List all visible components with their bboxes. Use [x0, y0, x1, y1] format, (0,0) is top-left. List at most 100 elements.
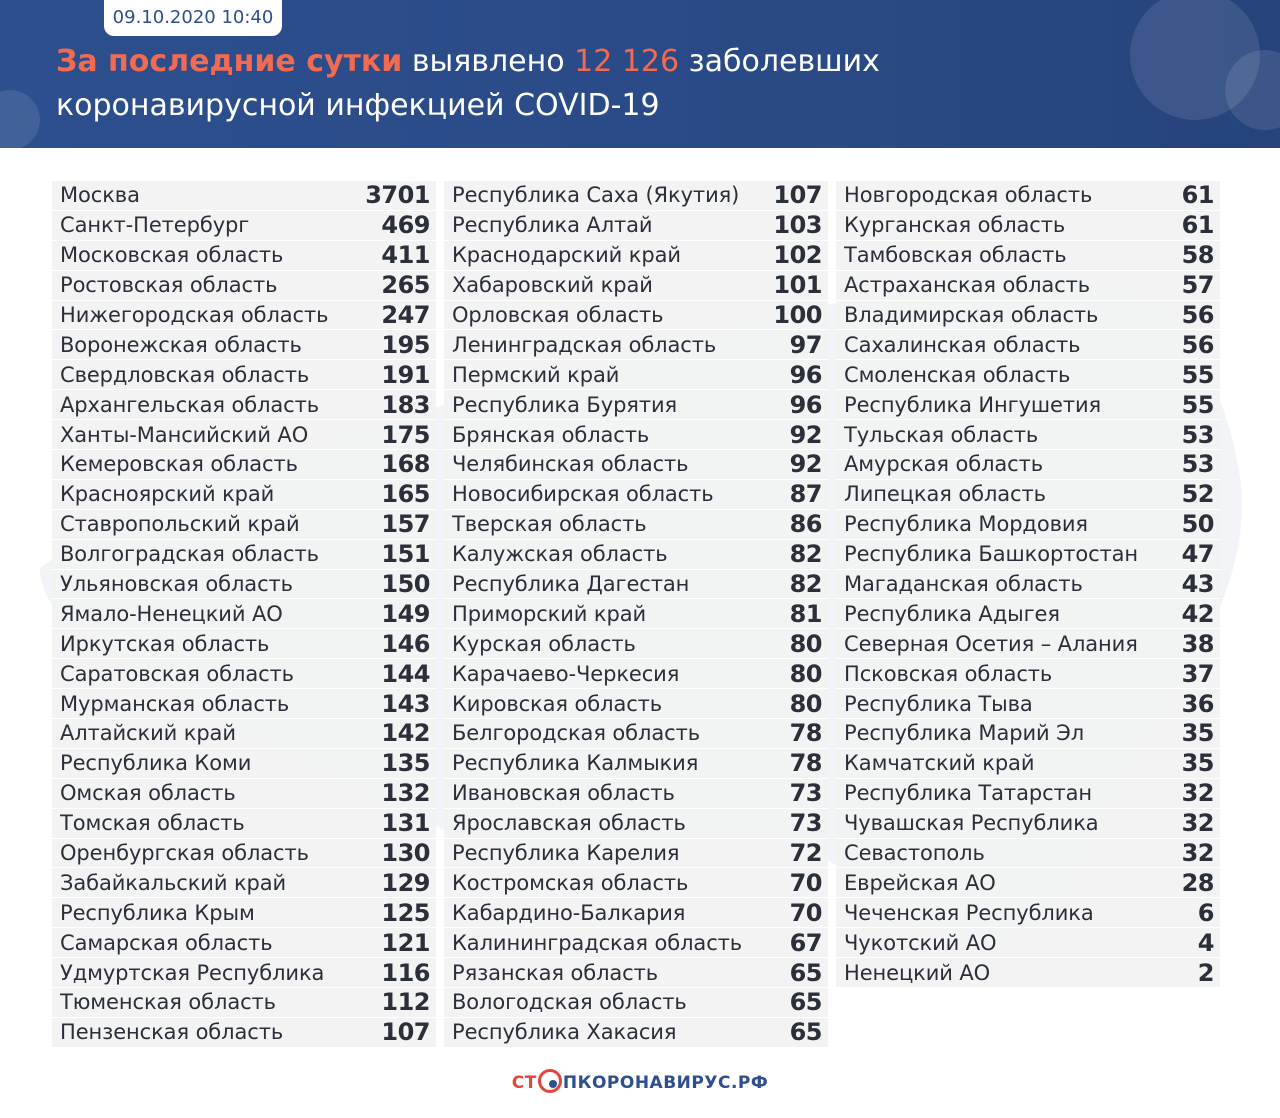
case-count: 78 — [789, 719, 823, 748]
region-name: Республика Ингушетия — [844, 392, 1102, 417]
case-count: 165 — [381, 480, 430, 509]
table-row: Республика Татарстан 32 — [836, 778, 1220, 809]
region-name: Удмуртская Республика — [60, 960, 325, 985]
case-count: 82 — [789, 570, 823, 599]
table-row: Ненецкий АО 2 — [836, 958, 1220, 989]
table-row: Новгородская область 61 — [836, 181, 1220, 211]
region-name: Волгоградская область — [60, 542, 319, 567]
case-count: 149 — [381, 599, 430, 628]
virus-decoration-icon — [1130, 0, 1260, 120]
table-row: Омская область 132 — [52, 778, 436, 809]
headline-total: 12 126 — [574, 44, 680, 79]
case-count: 36 — [1181, 689, 1215, 718]
region-name: Тюменская область — [60, 990, 276, 1015]
table-row: Республика Алтай 103 — [444, 210, 828, 241]
case-count: 58 — [1181, 241, 1215, 270]
case-count: 135 — [381, 749, 430, 778]
table-row: Забайкальский край 129 — [52, 868, 436, 899]
region-name: Белгородская область — [452, 721, 700, 746]
region-name: Республика Мордовия — [844, 512, 1088, 537]
table-row: Тюменская область 112 — [52, 988, 436, 1018]
region-name: Воронежская область — [60, 332, 302, 357]
case-count: 80 — [789, 689, 823, 718]
headline-highlight: За последние сутки — [56, 44, 403, 79]
case-count: 150 — [381, 570, 430, 599]
table-row: Ленинградская область 97 — [444, 330, 828, 361]
case-count: 143 — [381, 689, 430, 718]
regions-column-2: Республика Саха (Якутия) 107 Республика Ал… — [444, 181, 828, 1048]
case-count: 32 — [1181, 809, 1215, 838]
region-name: Калининградская область — [452, 930, 743, 955]
table-row: Белгородская область 78 — [444, 719, 828, 749]
table-row: Республика Калмыкия 78 — [444, 748, 828, 779]
table-row: Красноярский край 165 — [52, 479, 436, 510]
case-count: 107 — [773, 181, 822, 210]
case-count: 144 — [381, 659, 430, 688]
region-name: Чеченская Республика — [844, 900, 1094, 925]
case-count: 80 — [789, 629, 823, 658]
region-name: Новгородская область — [844, 183, 1093, 208]
virus-stop-icon — [537, 1069, 562, 1093]
region-name: Республика Марий Эл — [844, 721, 1085, 746]
region-name: Челябинская область — [452, 452, 689, 477]
page-title: За последние сутки выявлено 12 126 забол… — [56, 40, 1056, 128]
region-name: Чувашская Республика — [844, 811, 1099, 836]
table-row: Северная Осетия – Алания 38 — [836, 629, 1220, 660]
case-count: 65 — [789, 1018, 823, 1047]
table-row: Калининградская область 67 — [444, 928, 828, 959]
region-name: Иркутская область — [60, 631, 270, 656]
case-count: 70 — [789, 868, 823, 897]
case-count: 157 — [381, 510, 430, 539]
case-count: 80 — [789, 659, 823, 688]
case-count: 142 — [381, 719, 430, 748]
case-count: 4 — [1197, 928, 1215, 957]
region-name: Омская область — [60, 781, 236, 806]
region-name: Свердловская область — [60, 362, 310, 387]
region-name: Ханты-Мансийский АО — [60, 422, 309, 447]
region-name: Костромская область — [452, 870, 689, 895]
table-row: Кабардино-Балкария 70 — [444, 898, 828, 929]
table-row: Хабаровский край 101 — [444, 270, 828, 301]
table-row: Воронежская область 195 — [52, 330, 436, 361]
region-name: Самарская область — [60, 930, 273, 955]
region-name: Тверская область — [452, 512, 647, 537]
table-row: Нижегородская область 247 — [52, 300, 436, 331]
table-row: Пензенская область 107 — [52, 1017, 436, 1048]
region-name: Республика Татарстан — [844, 781, 1093, 806]
region-name: Оренбургская область — [60, 841, 309, 866]
case-count: 146 — [381, 629, 430, 658]
region-name: Ивановская область — [452, 781, 675, 806]
case-count: 3701 — [365, 181, 430, 210]
region-name: Республика Карелия — [452, 841, 680, 866]
table-row: Алтайский край 142 — [52, 719, 436, 749]
region-name: Республика Дагестан — [452, 572, 690, 597]
region-name: Липецкая область — [844, 482, 1046, 507]
region-name: Севастополь — [844, 841, 985, 866]
case-count: 53 — [1181, 420, 1215, 449]
region-name: Пензенская область — [60, 1020, 284, 1045]
table-row: Республика Марий Эл 35 — [836, 719, 1220, 749]
case-count: 43 — [1181, 570, 1215, 599]
table-row: Республика Коми 135 — [52, 748, 436, 779]
case-count: 131 — [381, 809, 430, 838]
table-row: Чукотский АО 4 — [836, 928, 1220, 959]
table-row: Чувашская Республика 32 — [836, 808, 1220, 839]
region-name: Курская область — [452, 631, 636, 656]
region-name: Забайкальский край — [60, 870, 287, 895]
region-name: Хабаровский край — [452, 273, 653, 298]
table-row: Оренбургская область 130 — [52, 838, 436, 869]
case-count: 97 — [789, 330, 823, 359]
region-name: Красноярский край — [60, 482, 275, 507]
headline-line2: коронавирусной инфекцией COVID-19 — [56, 88, 660, 123]
region-name: Астраханская область — [844, 273, 1091, 298]
case-count: 72 — [789, 839, 823, 868]
case-count: 37 — [1181, 659, 1215, 688]
table-row: Брянская область 92 — [444, 420, 828, 451]
region-name: Ярославская область — [452, 811, 686, 836]
region-name: Вологодская область — [452, 990, 687, 1015]
region-name: Республика Башкортостан — [844, 542, 1139, 567]
case-count: 47 — [1181, 540, 1215, 569]
table-row: Рязанская область 65 — [444, 958, 828, 989]
region-name: Нижегородская область — [60, 303, 329, 327]
case-count: 78 — [789, 749, 823, 778]
